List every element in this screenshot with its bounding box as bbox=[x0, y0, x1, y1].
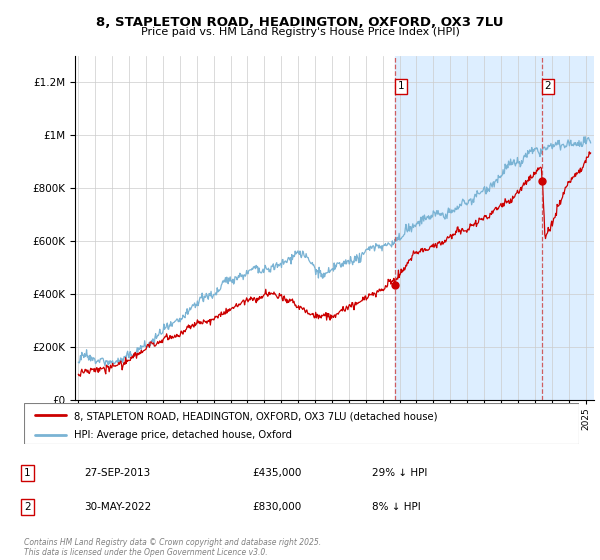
Text: 2: 2 bbox=[24, 502, 31, 512]
Text: Contains HM Land Registry data © Crown copyright and database right 2025.
This d: Contains HM Land Registry data © Crown c… bbox=[24, 538, 321, 557]
Text: HPI: Average price, detached house, Oxford: HPI: Average price, detached house, Oxfo… bbox=[74, 431, 292, 441]
Text: 8, STAPLETON ROAD, HEADINGTON, OXFORD, OX3 7LU: 8, STAPLETON ROAD, HEADINGTON, OXFORD, O… bbox=[96, 16, 504, 29]
Text: 8, STAPLETON ROAD, HEADINGTON, OXFORD, OX3 7LU (detached house): 8, STAPLETON ROAD, HEADINGTON, OXFORD, O… bbox=[74, 411, 437, 421]
Text: 1: 1 bbox=[24, 468, 31, 478]
Text: £435,000: £435,000 bbox=[252, 468, 301, 478]
Bar bbox=[395, 56, 600, 400]
Text: 1: 1 bbox=[398, 81, 404, 91]
Text: 29% ↓ HPI: 29% ↓ HPI bbox=[372, 468, 427, 478]
Text: Price paid vs. HM Land Registry's House Price Index (HPI): Price paid vs. HM Land Registry's House … bbox=[140, 27, 460, 37]
Text: 27-SEP-2013: 27-SEP-2013 bbox=[84, 468, 150, 478]
Text: 30-MAY-2022: 30-MAY-2022 bbox=[84, 502, 151, 512]
Text: 2: 2 bbox=[544, 81, 551, 91]
Text: £830,000: £830,000 bbox=[252, 502, 301, 512]
Text: 8% ↓ HPI: 8% ↓ HPI bbox=[372, 502, 421, 512]
